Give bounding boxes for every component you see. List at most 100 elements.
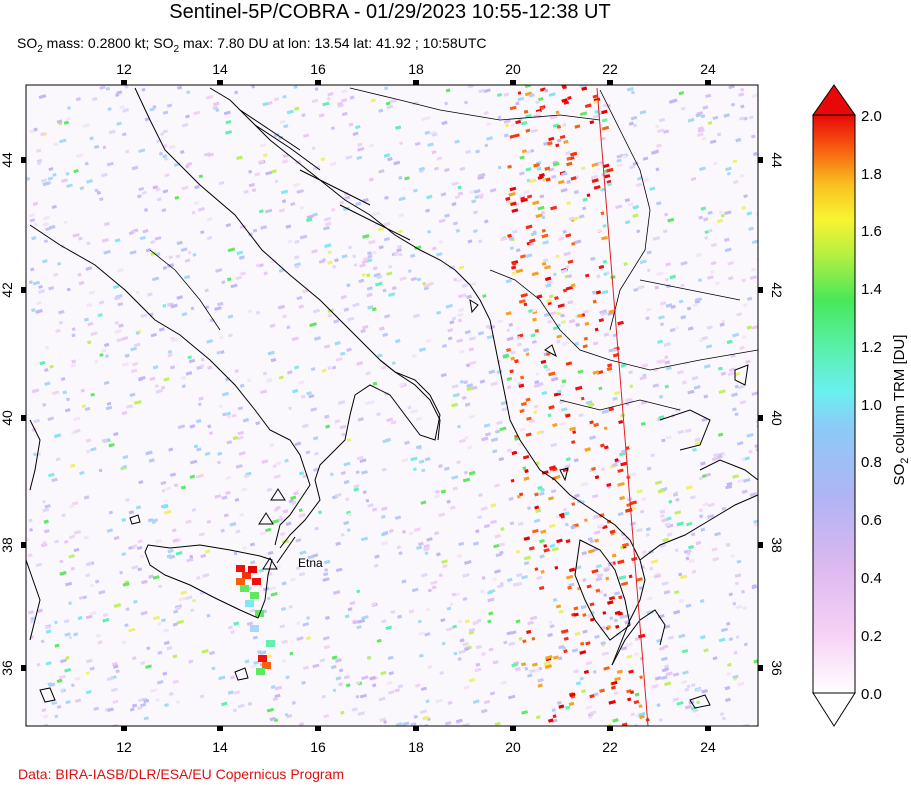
so2-pixel [348,122,354,127]
so2-pixel [313,451,319,456]
so2-pixel [116,337,124,343]
so2-pixel [698,215,704,220]
so2-pixel [263,271,268,276]
so2-pixel [551,476,557,481]
so2-pixel [322,635,330,641]
so2-pixel [227,247,236,253]
so2-pixel [369,400,375,405]
so2-pixel [71,333,76,338]
so2-pixel [585,400,593,405]
axis-tick-bar [705,80,711,85]
so2-pixel [668,99,674,104]
so2-pixel [462,477,471,483]
so2-pixel [193,444,199,449]
so2-pixel [629,472,636,477]
so2-pixel [545,177,551,182]
so2-pixel [156,197,162,202]
so2-pixel [517,442,523,447]
so2-pixel [592,670,597,674]
so2-pixel [311,249,318,254]
so2-pixel [538,97,544,102]
so2-pixel [525,167,532,172]
so2-pixel [483,699,491,705]
so2-pixel [621,646,628,651]
so2-pixel [656,143,662,148]
so2-pixel [561,629,569,634]
so2-pixel [741,489,748,494]
so2-pixel [282,509,289,514]
so2-pixel [561,342,568,347]
so2-pixel [331,655,338,660]
so2-pixel [55,457,61,462]
so2-pixel [635,182,643,187]
so2-pixel [335,567,343,573]
so2-pixel [699,338,704,343]
so2-pixel [710,270,715,274]
so2-pixel [726,671,732,676]
so2-pixel [296,189,304,194]
so2-pixel [598,264,605,270]
so2-pixel [114,329,122,334]
axis-tick-bars [21,80,763,731]
so2-pixel [173,609,179,614]
so2-pixel [65,172,70,176]
so2-pixel [454,195,461,200]
so2-pixel [523,189,530,195]
so2-pixel [584,321,590,326]
so2-pixel [468,347,475,352]
so2-pixel [591,466,596,471]
so2-pixel [166,103,173,108]
so2-pixel [164,703,170,708]
so2-pixel [432,246,437,251]
so2-pixel [661,656,668,662]
so2-pixel [548,92,556,97]
so2-pixel [346,316,355,322]
so2-pixel [546,352,551,356]
so2-pixel [180,590,188,595]
so2-pixel [517,91,522,95]
so2-pixel [493,569,501,574]
so2-pixel [524,666,529,671]
so2-pixel [664,384,669,389]
so2-pixel [86,658,93,664]
so2-pixel [278,208,286,213]
so2-pixel [353,487,360,492]
so2-pixel [616,153,624,159]
so2-pixel [496,420,503,425]
so2-pixel [462,573,470,578]
so2-pixel [601,118,608,123]
so2-pixel [527,620,534,626]
so2-pixel [299,722,305,726]
so2-pixel [676,369,684,375]
so2-pixel [522,466,527,471]
so2-pixel [517,381,522,386]
so2-pixel [221,280,226,285]
so2-pixel [122,455,129,460]
so2-pixel [217,451,223,456]
so2-pixel [681,380,687,385]
so2-pixel [592,341,599,346]
so2-pixel [505,200,513,205]
so2-pixel [49,364,54,369]
so2-pixel [483,423,491,428]
so2-pixel [180,485,187,490]
so2-pixel [346,438,352,442]
so2-pixel [173,483,179,488]
so2-pixel [458,307,465,313]
so2-pixel [361,675,369,681]
so2-pixel [678,598,685,603]
so2-pixel [541,233,549,239]
so2-pixel [669,328,676,333]
so2-pixel [728,592,733,597]
so2-pixel [458,541,465,547]
so2-pixel [60,377,66,381]
so2-pixel [712,656,718,661]
so2-pixel [379,717,387,722]
so2-pixel [577,369,584,374]
so2-pixel [156,680,164,685]
so2-pixel [391,361,396,365]
lat-label-right: 42 [769,282,785,298]
so2-pixel [106,161,114,167]
so2-pixel [73,632,79,637]
so2-pixel [191,507,197,512]
